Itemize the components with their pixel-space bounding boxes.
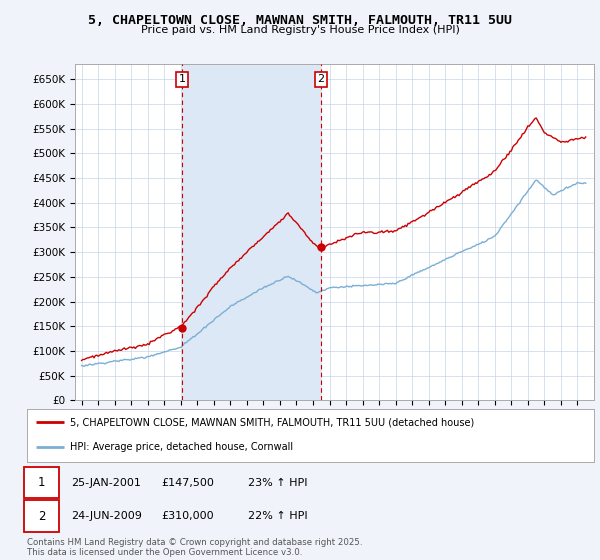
Text: 2: 2 [38, 510, 45, 522]
Text: 5, CHAPELTOWN CLOSE, MAWNAN SMITH, FALMOUTH, TR11 5UU: 5, CHAPELTOWN CLOSE, MAWNAN SMITH, FALMO… [88, 14, 512, 27]
Text: 2: 2 [317, 74, 325, 85]
Text: £310,000: £310,000 [161, 511, 214, 521]
Text: 24-JUN-2009: 24-JUN-2009 [71, 511, 142, 521]
Text: 23% ↑ HPI: 23% ↑ HPI [248, 478, 307, 488]
Text: 1: 1 [38, 476, 45, 489]
Text: Price paid vs. HM Land Registry's House Price Index (HPI): Price paid vs. HM Land Registry's House … [140, 25, 460, 35]
Text: 25-JAN-2001: 25-JAN-2001 [71, 478, 140, 488]
Text: 1: 1 [178, 74, 185, 85]
Text: £147,500: £147,500 [161, 478, 214, 488]
Text: Contains HM Land Registry data © Crown copyright and database right 2025.
This d: Contains HM Land Registry data © Crown c… [27, 538, 362, 557]
Text: 5, CHAPELTOWN CLOSE, MAWNAN SMITH, FALMOUTH, TR11 5UU (detached house): 5, CHAPELTOWN CLOSE, MAWNAN SMITH, FALMO… [70, 417, 474, 427]
Text: HPI: Average price, detached house, Cornwall: HPI: Average price, detached house, Corn… [70, 442, 293, 452]
Bar [182, 64, 321, 400]
Text: 22% ↑ HPI: 22% ↑ HPI [248, 511, 307, 521]
